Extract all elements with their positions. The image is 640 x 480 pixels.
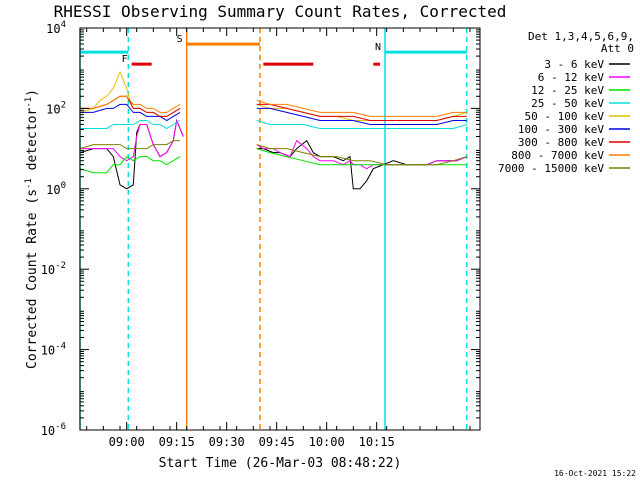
legend-label-1: 6 - 12 keV <box>538 71 605 84</box>
series-line-1-seg-0 <box>80 118 184 162</box>
y-tick-label-5: 10-6 <box>41 422 66 438</box>
flag-label-S: S <box>177 34 183 45</box>
y-axis-label-tail: detector <box>25 108 40 179</box>
x-tick-label-5: 10:15 <box>359 435 395 449</box>
y-tick-label-3: 10-2 <box>41 261 66 277</box>
legend-header-line-2: Att 0 <box>601 42 634 55</box>
flag-label-F: F <box>122 54 128 65</box>
y-axis-label: Corrected Count Rate (s-1 detector-1) <box>24 89 40 369</box>
x-tick-label-4: 10:00 <box>309 435 345 449</box>
series-line-8-seg-1 <box>256 144 467 166</box>
legend-label-7: 800 - 7000 keV <box>511 149 604 162</box>
legend-label-0: 3 - 6 keV <box>544 58 604 71</box>
y-axis-label-sup1: -1 <box>24 178 34 189</box>
series-line-5-seg-1 <box>256 107 467 125</box>
x-axis-ticks: 09:00 09:15 09:30 09:45 10:00 10:15 <box>86 28 471 449</box>
y-axis-label-main: Corrected Count Rate (s <box>25 189 40 369</box>
series-line-2-seg-0 <box>79 155 181 174</box>
legend-label-6: 300 - 800 keV <box>518 136 604 149</box>
series-line-4-seg-0 <box>79 70 181 117</box>
y-tick-label-4: 10-4 <box>41 342 66 358</box>
series-line-8-seg-0 <box>79 140 180 150</box>
x-axis-label: Start Time (26-Mar-03 08:48:22) <box>159 456 402 471</box>
plot-frame <box>79 27 481 431</box>
legend-label-4: 50 - 100 keV <box>525 110 605 123</box>
y-tick-label-0: 104 <box>46 20 66 36</box>
y-tick-label-2: 100 <box>46 181 66 197</box>
plot-area: N S F <box>79 28 468 430</box>
series-line-7-seg-1 <box>256 99 467 117</box>
legend-label-3: 25 - 50 keV <box>531 97 604 110</box>
series-line-0-seg-0 <box>79 118 184 190</box>
series-line-6-seg-1 <box>256 103 467 121</box>
flag-label-N: N <box>375 42 381 53</box>
y-axis-ticks: 104 102 100 10-2 10-4 10-6 <box>41 20 480 438</box>
series-line-7-seg-0 <box>80 95 181 113</box>
chart-title: RHESSI Observing Summary Count Rates, Co… <box>54 2 507 21</box>
y-axis-label-close: ) <box>25 89 40 97</box>
legend-label-5: 100 - 300 keV <box>518 123 604 136</box>
series-line-2-seg-1 <box>256 148 467 166</box>
x-tick-label-0: 09:00 <box>109 435 145 449</box>
legend-label-8: 7000 - 15000 keV <box>498 162 604 175</box>
series-line-5-seg-0 <box>80 103 181 122</box>
footer-timestamp: 16-Oct-2021 15:22 <box>554 469 636 478</box>
legend-label-2: 12 - 25 keV <box>531 84 604 97</box>
series-line-3-seg-0 <box>80 120 181 130</box>
series-line-3-seg-1 <box>256 120 467 129</box>
x-tick-label-3: 09:45 <box>259 435 295 449</box>
x-tick-label-2: 09:30 <box>209 435 245 449</box>
x-tick-label-1: 09:15 <box>159 435 195 449</box>
y-axis-label-sup2: -1 <box>24 97 34 108</box>
legend-header-line-1: Det 1,3,4,5,6,9, <box>528 30 634 43</box>
y-tick-label-1: 102 <box>46 100 66 116</box>
